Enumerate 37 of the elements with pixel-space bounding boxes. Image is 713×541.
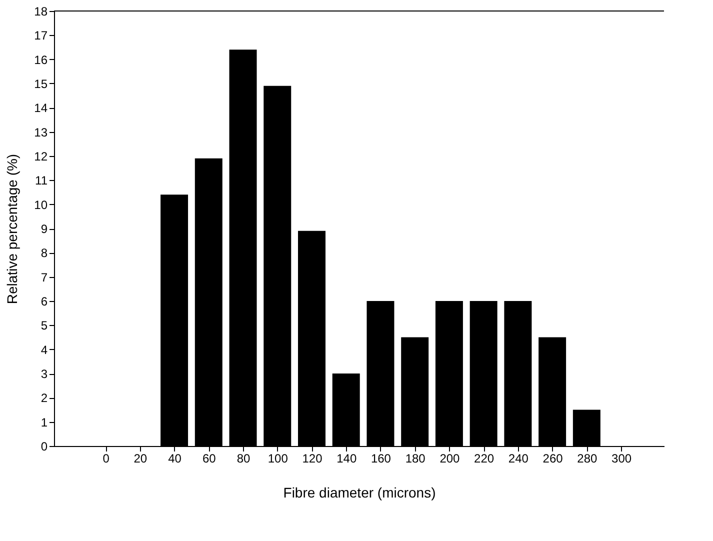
x-tick-label: 60: [202, 452, 216, 466]
x-tick-label: 120: [302, 452, 323, 466]
y-tick-label: 16: [34, 52, 48, 67]
y-tick-label: 14: [34, 101, 48, 116]
y-tick-label: 4: [40, 342, 48, 357]
x-axis-title: Fibre diameter (microns): [283, 484, 436, 500]
y-axis-title: Relative percentage (%): [4, 154, 20, 304]
y-tick-label: 15: [34, 77, 48, 91]
x-tick-label: 200: [440, 452, 460, 466]
x-tick-label: 20: [134, 452, 148, 466]
x-tick-label: 0: [102, 452, 110, 466]
y-tick-label: 1: [40, 415, 48, 430]
x-tick-label: 140: [336, 452, 357, 466]
y-tick-label: 12: [34, 150, 48, 164]
x-tick-label: 280: [577, 452, 598, 466]
y-tick-label: 6: [40, 294, 48, 308]
x-tick-label: 100: [268, 452, 288, 466]
x-tick-label: 300: [612, 452, 632, 466]
x-tick-label: 160: [370, 452, 392, 466]
y-tick-label: 5: [40, 318, 48, 333]
y-tick-label: 8: [40, 246, 48, 260]
x-tick-label: 80: [236, 452, 251, 466]
y-tick-label: 3: [40, 367, 48, 381]
x-tick-label: 240: [508, 452, 529, 466]
x-tick-label: 40: [168, 452, 182, 466]
x-tick-label: 180: [405, 452, 426, 466]
y-tick-label: 10: [34, 198, 48, 212]
y-tick-label: 7: [40, 270, 48, 284]
y-tick-label: 13: [34, 125, 48, 140]
y-tick-label: 0: [40, 440, 48, 454]
y-tick-label: 2: [40, 391, 48, 406]
x-tick-label: 220: [474, 452, 494, 466]
x-tick-label: 260: [542, 452, 564, 466]
y-tick-label: 17: [34, 28, 48, 43]
y-tick-label: 11: [35, 174, 48, 188]
y-tick-label: 18: [34, 4, 48, 18]
y-tick-label: 9: [40, 222, 48, 236]
